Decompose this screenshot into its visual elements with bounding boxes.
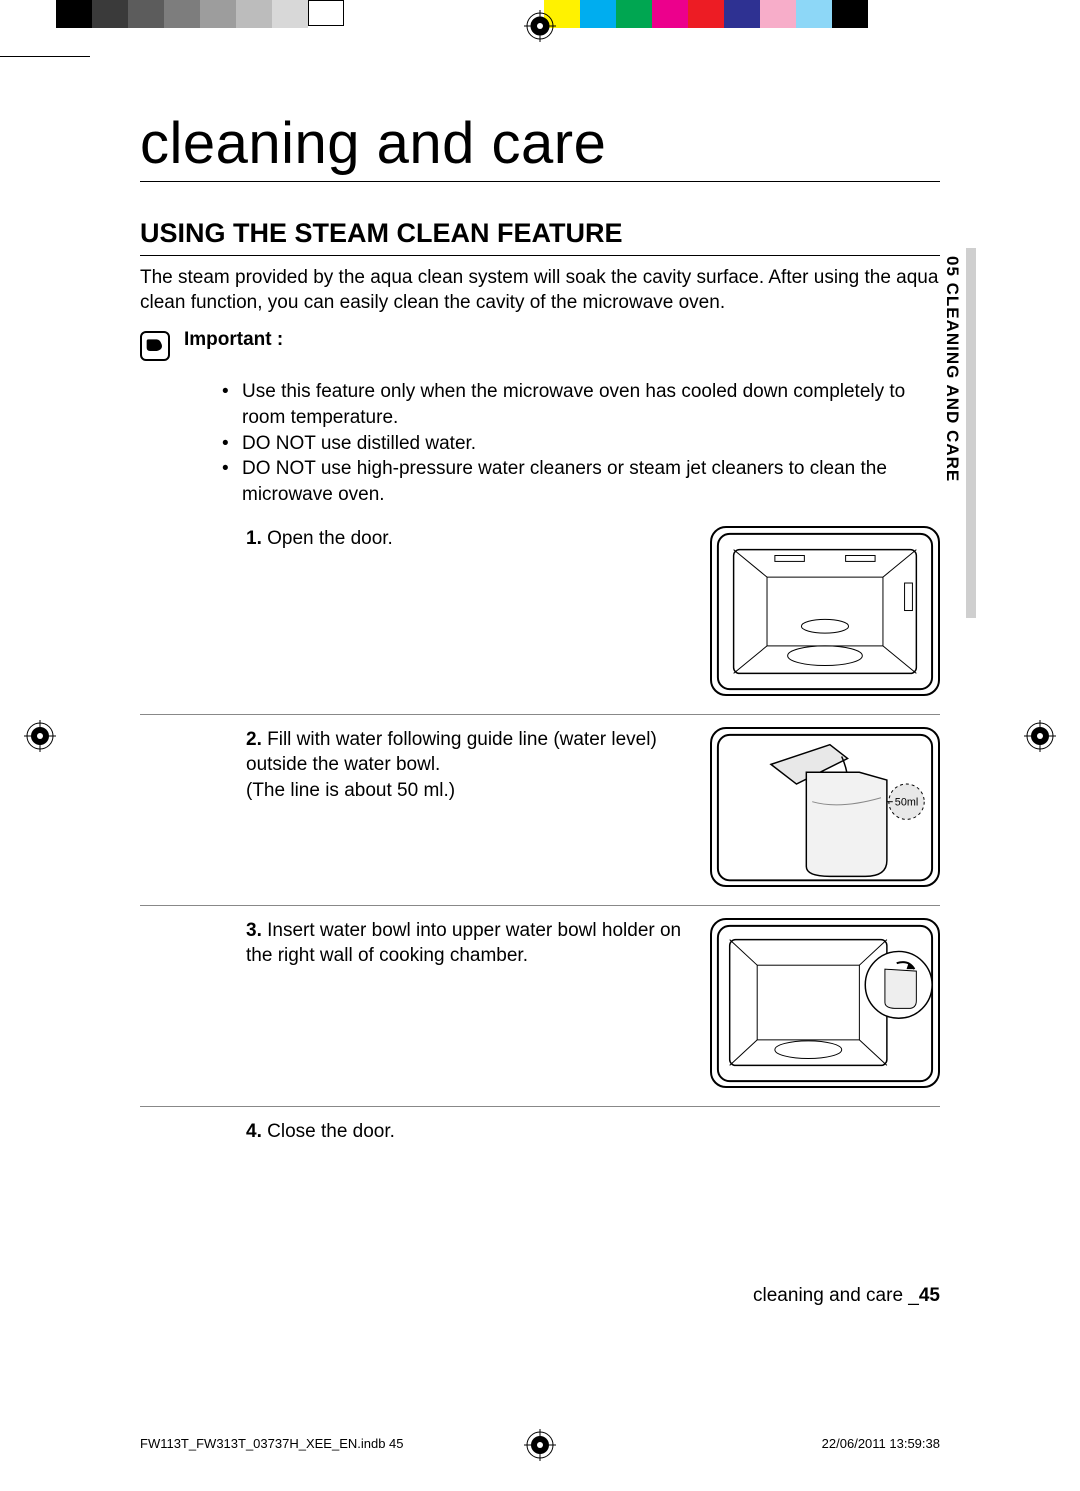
important-list: Use this feature only when the microwave… xyxy=(140,379,940,507)
side-tab-label: 05 CLEANING AND CARE xyxy=(942,256,962,482)
swatch xyxy=(272,0,308,28)
step-figure: 50ml xyxy=(710,727,940,887)
important-label: Important : xyxy=(184,329,940,351)
page-title: cleaning and care xyxy=(140,110,940,182)
insert-bowl-icon xyxy=(710,918,940,1088)
step-text: 4. Close the door. xyxy=(140,1119,940,1149)
step-line: Close the door. xyxy=(267,1121,395,1142)
side-tab-stripe xyxy=(966,248,976,618)
pointer-icon xyxy=(140,331,170,361)
step-line: Fill with water following guide line (wa… xyxy=(246,729,657,776)
step-number: 1. xyxy=(246,528,267,549)
swatch xyxy=(128,0,164,28)
swatch xyxy=(760,0,796,28)
registration-mark-right xyxy=(1024,720,1056,752)
important-block: Important : xyxy=(140,329,940,361)
step-number: 3. xyxy=(246,920,267,941)
registration-mark-top xyxy=(524,10,556,42)
swatch xyxy=(652,0,688,28)
swatch xyxy=(832,0,868,28)
swatch xyxy=(92,0,128,28)
intro-paragraph: The steam provided by the aqua clean sys… xyxy=(140,266,940,315)
print-slug-datetime: 22/06/2011 13:59:38 xyxy=(822,1436,940,1451)
swatch xyxy=(724,0,760,28)
swatch xyxy=(616,0,652,28)
oven-open-icon xyxy=(710,526,940,696)
side-tab: 05 CLEANING AND CARE xyxy=(942,248,976,618)
swatch xyxy=(688,0,724,28)
step-row: 2. Fill with water following guide line … xyxy=(140,715,940,906)
step-row: 4. Close the door. xyxy=(140,1107,940,1167)
step-text: 2. Fill with water following guide line … xyxy=(140,727,684,887)
step-text: 1. Open the door. xyxy=(140,526,684,696)
page-content: cleaning and care USING THE STEAM CLEAN … xyxy=(140,110,940,1167)
swatch xyxy=(796,0,832,28)
swatch xyxy=(236,0,272,28)
crop-line xyxy=(0,56,90,57)
step-line: Open the door. xyxy=(267,528,393,549)
step-number: 2. xyxy=(246,729,267,750)
important-item: DO NOT use high-pressure water cleaners … xyxy=(222,456,940,507)
step-line: (The line is about 50 ml.) xyxy=(246,780,455,801)
swatch xyxy=(56,0,92,28)
step-row: 1. Open the door. xyxy=(140,514,940,715)
swatch xyxy=(200,0,236,28)
step-row: 3. Insert water bowl into upper water bo… xyxy=(140,906,940,1107)
footer-page-number: 45 xyxy=(919,1285,940,1306)
registration-mark-left xyxy=(24,720,56,752)
important-item: DO NOT use distilled water. xyxy=(222,431,940,457)
step-number: 4. xyxy=(246,1121,267,1142)
important-item: Use this feature only when the microwave… xyxy=(222,379,940,430)
footer-crumb-text: cleaning and care _ xyxy=(753,1285,919,1306)
page-footer-crumb: cleaning and care _45 xyxy=(753,1285,940,1307)
subsection-heading: USING THE STEAM CLEAN FEATURE xyxy=(140,218,940,256)
print-slug-file: FW113T_FW313T_03737H_XEE_EN.indb 45 xyxy=(140,1436,404,1451)
step-text: 3. Insert water bowl into upper water bo… xyxy=(140,918,684,1088)
swatch xyxy=(308,0,344,26)
swatch xyxy=(580,0,616,28)
swatch xyxy=(164,0,200,28)
steps-list: 1. Open the door. 2. Fill with water fol… xyxy=(140,514,940,1167)
step-figure xyxy=(710,526,940,696)
print-slug: FW113T_FW313T_03737H_XEE_EN.indb 45 22/0… xyxy=(140,1436,940,1451)
svg-text:50ml: 50ml xyxy=(895,796,918,808)
step-line: Insert water bowl into upper water bowl … xyxy=(246,920,681,967)
fill-water-icon: 50ml xyxy=(710,727,940,887)
step-figure xyxy=(710,918,940,1088)
